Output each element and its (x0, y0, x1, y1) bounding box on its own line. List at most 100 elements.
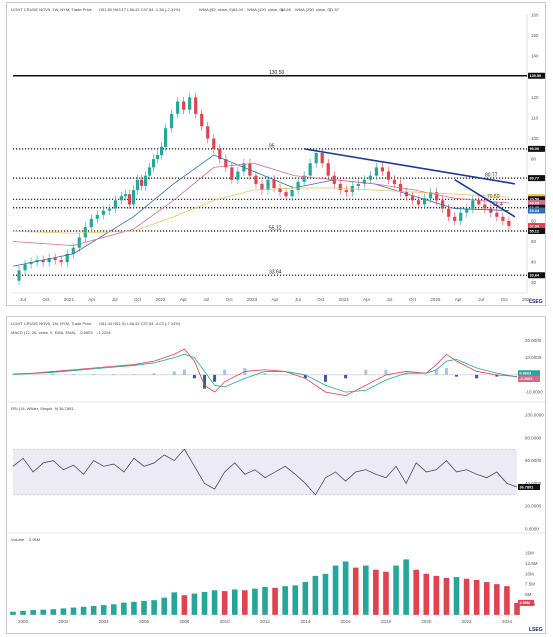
macd-hist-bar (344, 374, 348, 379)
volume-bar (30, 610, 36, 615)
volume-badge (518, 599, 534, 606)
axis-badge-10 (528, 272, 545, 279)
macd-hist-bar (303, 374, 307, 379)
time-tick-4: Jul (112, 297, 118, 302)
price-tick-8: 110 (531, 115, 539, 120)
candle-body (501, 216, 505, 221)
ohlc-header: O61.80 H63.17 L56.43 C57.54 -1.38 (-2.31… (99, 7, 181, 12)
candle-body (17, 270, 21, 281)
candle-body (380, 167, 385, 172)
time-tick-5: Oct (134, 297, 142, 302)
trendline-1 (454, 179, 516, 218)
macd-line-0 (12, 348, 518, 396)
volume-tick-1: 5M (525, 592, 532, 597)
candle-body (147, 167, 152, 176)
macd-hist-bar (384, 369, 388, 375)
macd-tick-2: 10.0000 (525, 355, 542, 360)
volume-bar (342, 561, 349, 615)
candle-body (206, 126, 210, 139)
volume-bar (141, 601, 147, 615)
bottom-time-tick-6: 2012 (260, 619, 271, 624)
axis-badge-text-0: 130.50 (530, 74, 542, 78)
time-tick-22: 2026 (522, 297, 533, 302)
price-tick-7: 100 (531, 136, 539, 141)
candle-body (284, 192, 288, 197)
candle-body (65, 253, 69, 263)
candle-body (224, 159, 228, 168)
volume-bar (70, 607, 77, 615)
candle-body (200, 113, 204, 127)
axis-badge-0 (528, 72, 545, 79)
volume-bar (332, 565, 339, 615)
bottom-time-tick-1: 2002 (58, 619, 69, 624)
volume-bar (272, 587, 278, 615)
time-tick-11: Apr (271, 297, 279, 302)
rsi-tick-4: 80.0000 (525, 435, 542, 440)
volume-bar (201, 591, 208, 615)
candle-body (326, 163, 330, 176)
volume-bar (40, 609, 47, 615)
candle-body (188, 97, 192, 110)
candle-body (29, 262, 33, 265)
chart-title: LIGHT CRUDE NOV5, 1W, NYM, Trade Price (11, 7, 93, 12)
candle-body (151, 159, 156, 168)
macd-hist-bar (192, 374, 196, 379)
bottom-time-tick-3: 2006 (139, 619, 150, 624)
candle-body (23, 264, 27, 271)
ma-line-1 (12, 154, 509, 267)
monthly-ohlc: O61.44 H61.91 L56.43 C57.54 -4.03 (-7.14… (99, 321, 181, 326)
time-tick-21: Oct (501, 297, 509, 302)
candle-body (507, 220, 511, 226)
indicator-label-2: WMA (200, close, 0) (295, 7, 332, 12)
time-tick-10: 2023 (247, 297, 258, 302)
indicator-value-2: 71.57 (329, 7, 340, 12)
candle-body (266, 179, 270, 191)
candle-body (71, 247, 75, 254)
ma-line-2 (12, 162, 509, 247)
volume-bar (312, 575, 319, 615)
rsi-badge-text: 36.7891 (520, 485, 534, 489)
volume-bar (352, 567, 359, 615)
macd-hist-bar (31, 374, 35, 376)
bottom-time-tick-2: 2004 (99, 619, 110, 624)
rsi-tick-2: 40.0000 (525, 481, 542, 486)
time-tick-8: Jul (203, 297, 209, 302)
price-tick-11: 140 (531, 54, 539, 59)
macd-hist-bar (515, 374, 519, 375)
candle-body (453, 216, 457, 221)
price-chart-panel: LIGHT CRUDE NOV5, 1W, NYM, Trade Price O6… (6, 2, 546, 306)
indicator-label-1: WMA (100, close, 0) (247, 7, 284, 12)
volume-bar (90, 605, 97, 615)
axis-badge-5 (528, 200, 545, 207)
macd-hist-bar (444, 368, 448, 375)
volume-bar (171, 592, 178, 615)
candle-body (139, 179, 144, 186)
bottom-time-tick-0: 2000 (18, 619, 29, 624)
bottom-time-tick-4: 2008 (179, 619, 190, 624)
candle-body (95, 214, 99, 219)
macd-hist-bar (71, 374, 75, 375)
volume-badge-text: 2.95M (520, 601, 531, 605)
macd-badge-0 (518, 370, 540, 377)
rsi-value: 36.7891 (59, 406, 74, 411)
candle-body (41, 260, 45, 263)
candle-body (131, 190, 136, 205)
macd-hist-bar (152, 373, 156, 375)
axis-badge-text-5: 68.69 (530, 201, 540, 205)
macd-hist-bar (213, 374, 217, 382)
volume-bar (292, 585, 299, 615)
volume-bar (221, 591, 228, 615)
indicator-value-0: 65.04 (233, 7, 244, 12)
macd-hist-bar (51, 374, 55, 375)
candle-body (477, 200, 481, 205)
candle-body (260, 183, 264, 191)
candle-body (459, 212, 463, 221)
ma-line-3 (12, 187, 509, 234)
macd-hist-bar (263, 373, 267, 375)
candle-body (236, 171, 240, 180)
volume-bar (363, 565, 369, 615)
volume-bar (453, 577, 460, 615)
candle-body (447, 208, 451, 217)
price-tick-9: 120 (531, 95, 539, 100)
candle-body (302, 175, 306, 182)
